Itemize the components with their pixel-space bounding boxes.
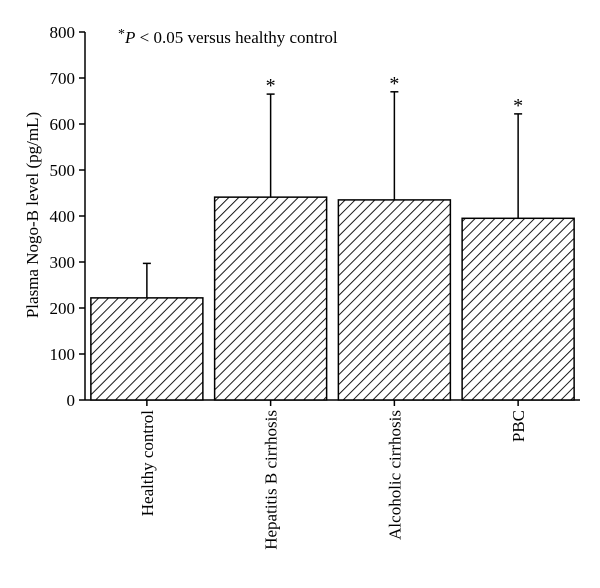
bar-pbc: [461, 217, 575, 401]
x-category-label: Alcoholic cirrhosis: [385, 410, 404, 540]
error-bars: [142, 91, 523, 298]
significance-note-marker: *: [118, 27, 125, 42]
significance-markers: * * *: [266, 73, 524, 117]
y-tick-label: 400: [50, 207, 76, 226]
significance-marker: *: [266, 75, 276, 97]
x-category-label: Healthy control: [138, 410, 157, 516]
y-tick-label: 700: [50, 69, 76, 88]
significance-marker: *: [389, 73, 399, 95]
significance-marker: *: [513, 95, 523, 117]
bar-alcoholic-cirrhosis: [337, 199, 452, 401]
y-tick-label: 800: [50, 23, 76, 42]
y-tick-label: 300: [50, 253, 76, 272]
y-tick-label: 0: [67, 391, 76, 410]
significance-note: *P < 0.05 versus healthy control: [118, 27, 338, 47]
y-tick-label: 600: [50, 115, 76, 134]
bar-hepatitis-b-cirrhosis: [213, 196, 328, 401]
significance-note-symbol: P: [124, 28, 135, 47]
y-axis-label: Plasma Nogo-B level (pg/mL): [23, 112, 42, 318]
bar-healthy-control: [90, 297, 204, 401]
bars: [90, 196, 575, 401]
significance-note-text: < 0.05 versus healthy control: [135, 28, 337, 47]
x-category-label: Hepatitis B cirrhosis: [262, 410, 281, 550]
x-axis-category-labels: Healthy control Hepatitis B cirrhosis Alco…: [138, 400, 528, 550]
y-tick-label: 500: [50, 161, 76, 180]
y-tick-label: 100: [50, 345, 76, 364]
y-axis-ticks: 0 100 200 300 400 500 600 700 800: [50, 23, 85, 410]
y-tick-label: 200: [50, 299, 76, 318]
x-category-label: PBC: [509, 410, 528, 442]
